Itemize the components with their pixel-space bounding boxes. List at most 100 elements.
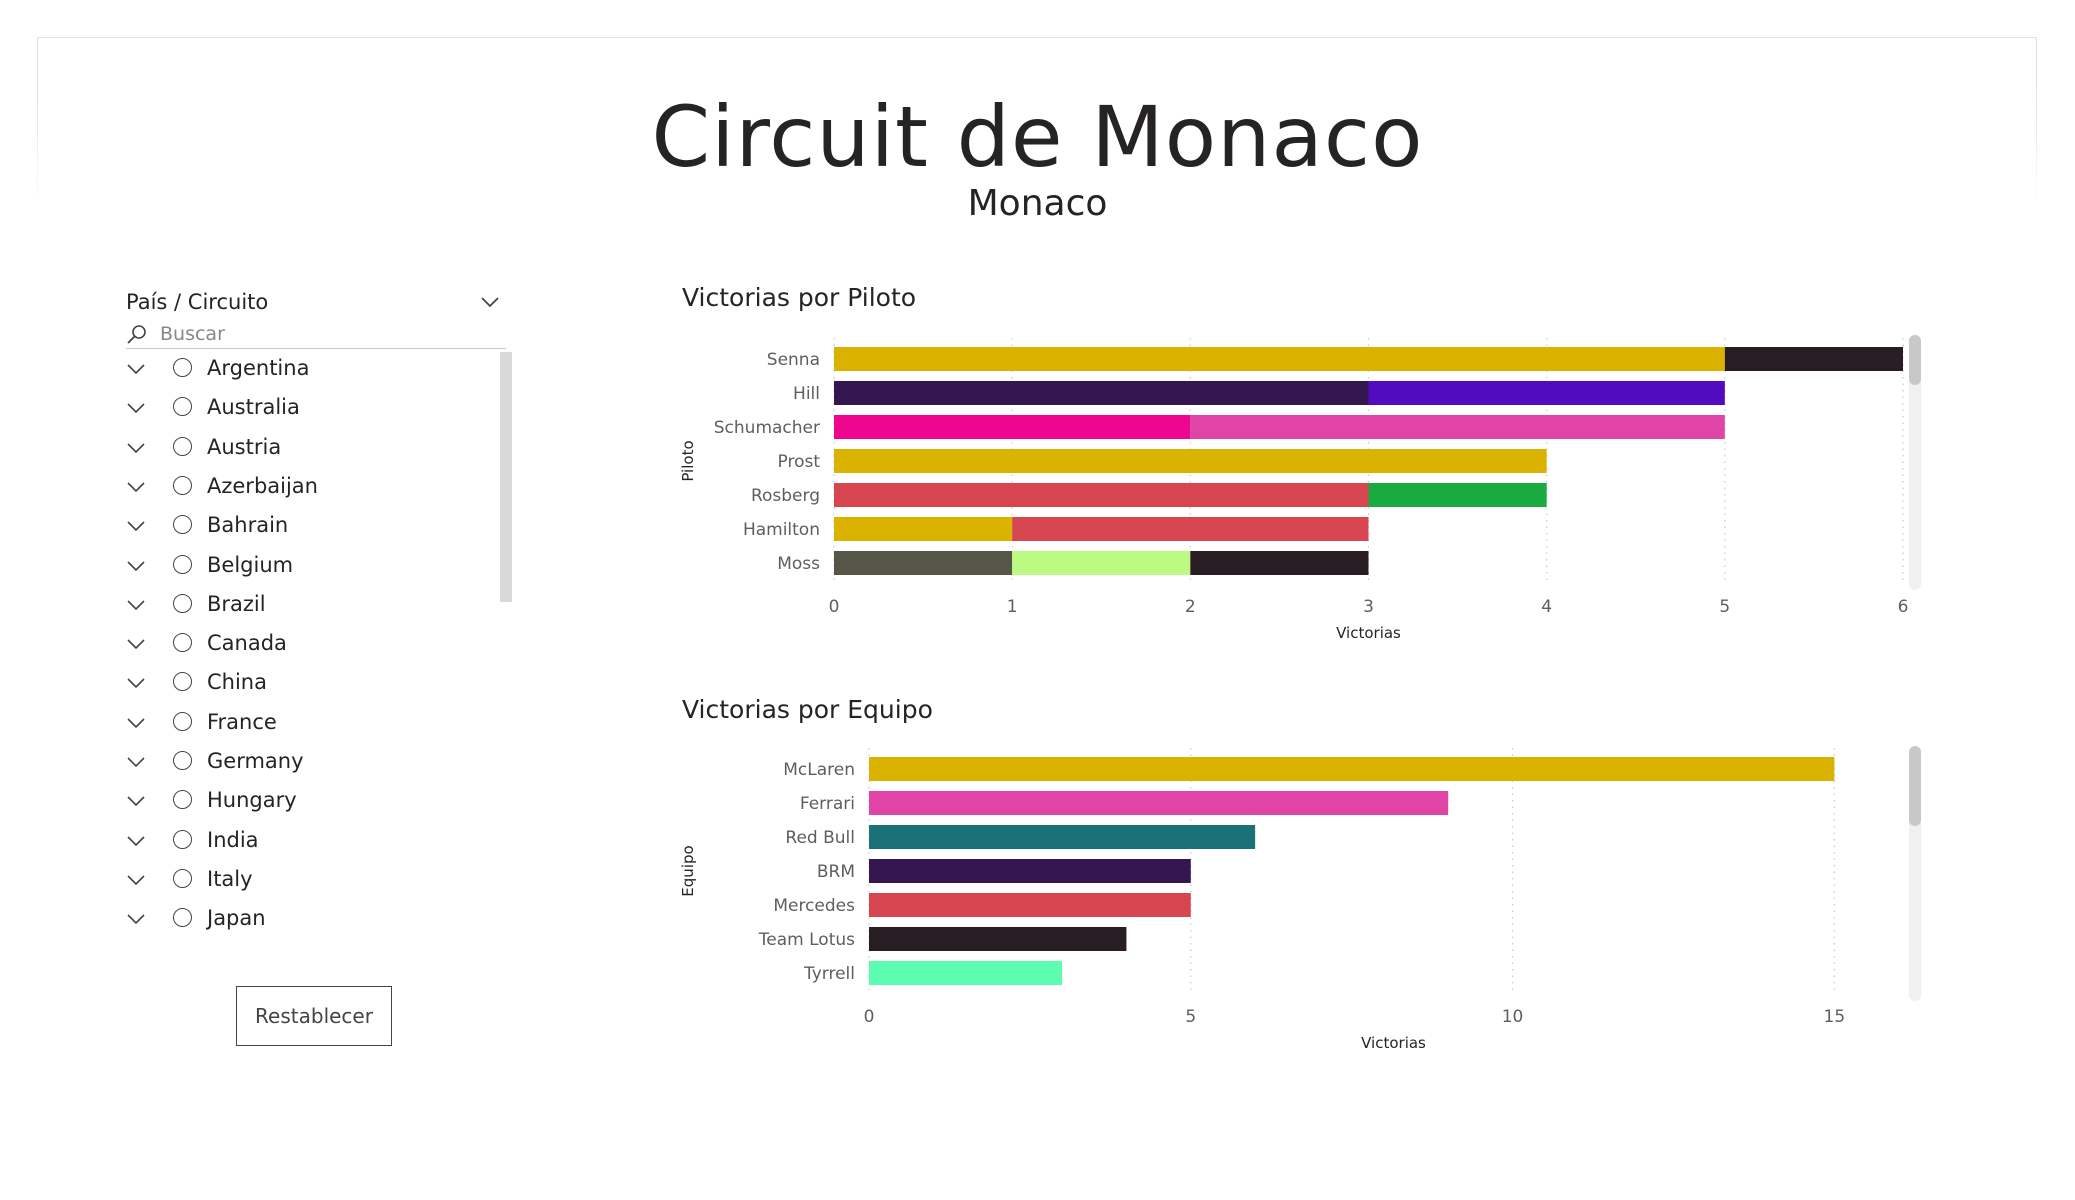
radio-button[interactable] [173, 790, 192, 810]
chevron-down-icon[interactable] [126, 909, 146, 929]
bar-segment[interactable] [1368, 381, 1725, 405]
bar-segment[interactable] [834, 551, 1013, 575]
slicer-item[interactable]: Germany [126, 747, 466, 783]
chevron-down-icon[interactable] [126, 831, 146, 851]
radio-button[interactable] [173, 397, 192, 417]
slicer-item[interactable]: France [126, 708, 466, 744]
slicer-item-label: China [207, 670, 267, 695]
bar-segment[interactable] [1368, 483, 1547, 507]
bar-segment[interactable] [1012, 551, 1191, 575]
x-axis-title: Victorias [1336, 624, 1401, 642]
radio-button[interactable] [173, 868, 192, 888]
chevron-down-icon[interactable] [126, 516, 146, 536]
radio-button[interactable] [173, 829, 192, 849]
chevron-down-icon[interactable] [126, 791, 146, 811]
bar-segment[interactable] [834, 483, 1369, 507]
slicer-item[interactable]: China [126, 668, 466, 704]
search-icon [127, 325, 146, 344]
slicer-list: Argentina Australia Austria Azerbaijan Bahra… [112, 354, 502, 944]
y-axis-title: Piloto [679, 440, 697, 481]
slicer-item[interactable]: Argentina [126, 354, 466, 390]
driver-chart-scroll-thumb[interactable] [1909, 335, 1921, 385]
page-title: Circuit de Monaco [651, 88, 1424, 186]
radio-button[interactable] [173, 475, 192, 495]
radio-button[interactable] [173, 554, 192, 574]
chevron-down-icon[interactable] [126, 870, 146, 890]
slicer-item[interactable]: Australia [126, 393, 466, 429]
slicer-item-label: Azerbaijan [207, 473, 318, 498]
y-category-label: BRM [817, 862, 855, 882]
slicer-header: País / Circuito [126, 290, 269, 314]
bar-segment[interactable] [834, 347, 1725, 371]
x-tick-label: 3 [1363, 597, 1374, 617]
x-tick-label: 5 [1719, 597, 1730, 617]
radio-button[interactable] [173, 436, 192, 456]
bar[interactable] [869, 859, 1191, 883]
slicer-item[interactable]: Brazil [126, 590, 466, 626]
slicer-item-label: Italy [207, 866, 253, 891]
chevron-down-icon[interactable] [126, 438, 146, 458]
bar-segment[interactable] [834, 381, 1369, 405]
bar[interactable] [869, 791, 1449, 815]
chevron-down-icon[interactable] [126, 398, 146, 418]
slicer-item-label: India [207, 827, 259, 852]
team-wins-chart: 0 5 10 15 McLaren Ferrari Red Bull BRM Mercedes T… [679, 748, 1846, 1052]
slicer-item[interactable]: Canada [126, 629, 466, 665]
y-category-label: Mercedes [773, 896, 855, 916]
radio-button[interactable] [173, 358, 192, 377]
radio-button[interactable] [173, 633, 192, 653]
search-input[interactable] [160, 322, 460, 346]
slicer-item[interactable]: Hungary [126, 786, 466, 822]
radio-button[interactable] [173, 515, 192, 535]
team-chart-scroll-thumb[interactable] [1909, 746, 1921, 826]
bar[interactable] [869, 893, 1191, 917]
y-category-label: Rosberg [751, 486, 820, 506]
chevron-down-icon[interactable] [126, 673, 146, 693]
chevron-down-icon[interactable] [126, 595, 146, 615]
slicer-item-label: Japan [207, 906, 266, 931]
bar-segment[interactable] [1724, 347, 1903, 371]
driver-chart-scrollbar[interactable] [1909, 335, 1921, 590]
y-category-label: Red Bull [785, 828, 855, 848]
bar-segment[interactable] [834, 415, 1191, 439]
radio-button[interactable] [173, 908, 192, 928]
radio-button[interactable] [173, 672, 192, 692]
slicer-item[interactable]: Belgium [126, 551, 466, 587]
bar-segment[interactable] [834, 449, 1547, 473]
slicer-item-label: Belgium [207, 552, 294, 577]
chevron-down-icon[interactable] [126, 634, 146, 654]
chevron-down-icon[interactable] [478, 290, 502, 314]
radio-button[interactable] [173, 711, 192, 731]
slicer-item-label: France [207, 709, 277, 734]
country-circuit-slicer: País / Circuito Argentina Australia Austri… [112, 288, 517, 948]
bar[interactable] [869, 757, 1835, 781]
bar-segment[interactable] [834, 517, 1013, 541]
slicer-item[interactable]: Bahrain [126, 511, 466, 547]
x-tick-label: 15 [1824, 1007, 1846, 1027]
radio-button[interactable] [173, 751, 192, 770]
y-category-label: Team Lotus [758, 930, 855, 950]
bar[interactable] [869, 927, 1127, 951]
bar[interactable] [869, 825, 1256, 849]
chevron-down-icon[interactable] [126, 752, 146, 772]
chevron-down-icon[interactable] [126, 713, 146, 733]
slicer-item[interactable]: Azerbaijan [126, 472, 466, 508]
chevron-down-icon[interactable] [126, 359, 146, 379]
bar[interactable] [869, 961, 1063, 985]
bar-segment[interactable] [1190, 415, 1725, 439]
chevron-down-icon[interactable] [126, 477, 146, 497]
slicer-item[interactable]: Italy [126, 865, 466, 901]
slicer-item[interactable]: India [126, 826, 466, 862]
slicer-item-label: Germany [207, 749, 304, 773]
slicer-item[interactable]: Austria [126, 433, 466, 469]
y-category-label: Schumacher [714, 418, 820, 438]
bar-segment[interactable] [1012, 517, 1369, 541]
chevron-down-icon[interactable] [126, 556, 146, 576]
bar-segment[interactable] [1190, 551, 1369, 575]
radio-button[interactable] [173, 593, 192, 613]
reset-button[interactable]: Restablecer [236, 986, 392, 1046]
driver-chart-title: Victorias por Piloto [682, 283, 917, 312]
slicer-item[interactable]: Japan [126, 904, 466, 940]
header-frame-fade [36, 88, 2040, 288]
slicer-scrollbar[interactable] [500, 352, 512, 602]
